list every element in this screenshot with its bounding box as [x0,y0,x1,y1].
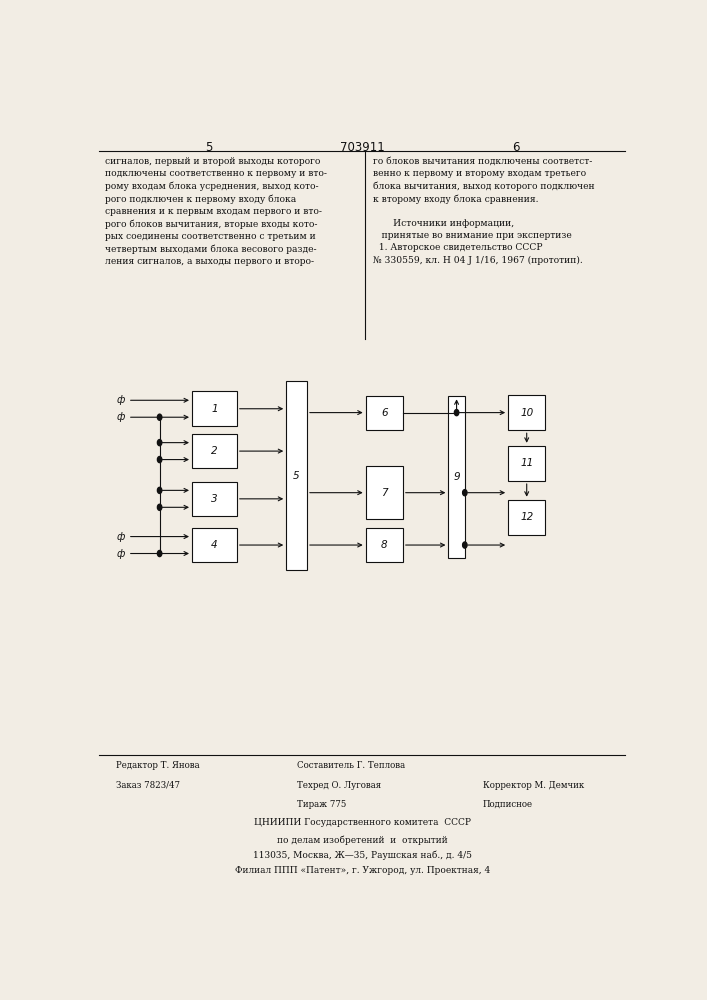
Text: 3: 3 [211,494,218,504]
Text: 703911: 703911 [340,141,385,154]
Bar [286,381,307,570]
Text: 8: 8 [381,540,387,550]
Bar [508,395,545,430]
Bar [366,396,403,430]
Text: 6: 6 [512,141,520,154]
Text: 2: 2 [211,446,218,456]
Circle shape [462,490,467,496]
Bar [192,528,237,562]
Text: ф: ф [117,412,125,422]
Bar [192,391,237,426]
Bar [366,528,403,562]
Text: Подписное: Подписное [483,800,533,809]
Text: 113035, Москва, Ж—35, Раушская наб., д. 4/5: 113035, Москва, Ж—35, Раушская наб., д. … [253,851,472,860]
Bar [508,446,545,481]
Text: ЦНИИПИ Государственного комитета  СССР: ЦНИИПИ Государственного комитета СССР [254,818,471,827]
Text: 7: 7 [381,488,387,498]
Circle shape [158,487,162,493]
Bar [192,482,237,516]
Circle shape [158,504,162,510]
Text: Заказ 7823/47: Заказ 7823/47 [116,781,180,790]
Text: ф: ф [117,549,125,559]
Text: 11: 11 [520,458,533,468]
Text: сигналов, первый и второй выходы которого
подключены соответственно к первому и : сигналов, первый и второй выходы которог… [105,157,327,266]
Text: Техред О. Луговая: Техред О. Луговая [297,781,381,790]
Text: Корректор М. Демчик: Корректор М. Демчик [483,781,584,790]
Circle shape [158,440,162,446]
Text: 6: 6 [381,408,387,418]
Text: 4: 4 [211,540,218,550]
Text: 9: 9 [453,472,460,482]
Circle shape [158,414,162,420]
Text: Филиал ППП «Патент», г. Ужгород, ул. Проектная, 4: Филиал ППП «Патент», г. Ужгород, ул. Про… [235,866,490,875]
Text: Редактор Т. Янова: Редактор Т. Янова [116,761,199,770]
Text: 5: 5 [293,471,300,481]
Text: 5: 5 [205,141,213,154]
Text: ф: ф [117,532,125,542]
Text: Составитель Г. Теплова: Составитель Г. Теплова [297,761,404,770]
Circle shape [455,410,459,416]
Circle shape [158,550,162,557]
Text: 12: 12 [520,512,533,522]
Circle shape [462,542,467,548]
Text: Тираж 775: Тираж 775 [297,800,346,809]
Text: 1: 1 [211,404,218,414]
Bar [448,396,464,558]
Bar [366,466,403,519]
Text: 10: 10 [520,408,533,418]
Circle shape [158,456,162,463]
Text: го блоков вычитания подключены соответст-
венно к первому и второму входам треть: го блоков вычитания подключены соответст… [373,157,595,265]
Text: по делам изобретений  и  открытий: по делам изобретений и открытий [277,835,448,845]
Bar [192,434,237,468]
Bar [508,500,545,535]
Text: ф: ф [117,395,125,405]
